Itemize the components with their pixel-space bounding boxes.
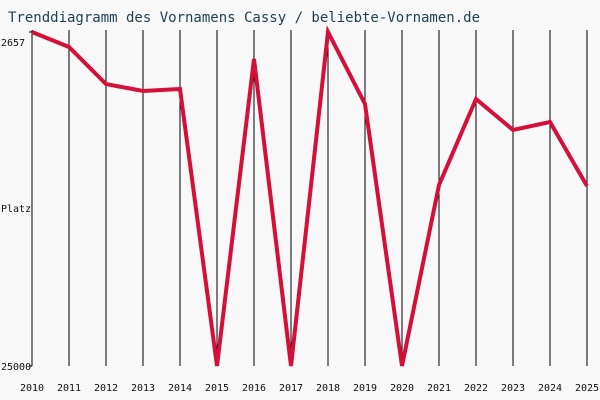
x-tick-label: 2017	[279, 383, 303, 394]
x-tick-label: 2016	[242, 383, 266, 394]
y-tick-label: 2657	[1, 38, 25, 49]
x-tick-label: 2020	[390, 383, 414, 394]
x-tick-label: 2023	[501, 383, 525, 394]
x-tick-label: 2014	[168, 383, 192, 394]
chart-title: Trenddiagramm des Vornamens Cassy / beli…	[8, 10, 480, 26]
x-tick-label: 2015	[205, 383, 229, 394]
x-tick-label: 2024	[538, 383, 562, 394]
x-tick-label: 2018	[316, 383, 340, 394]
y-axis-label: Platz	[1, 204, 31, 215]
x-tick-label: 2013	[131, 383, 155, 394]
y-tick-label: 25000	[1, 362, 31, 373]
x-tick-label: 2022	[464, 383, 488, 394]
x-tick-label: 2012	[94, 383, 118, 394]
x-tick-label: 2010	[20, 383, 44, 394]
x-tick-label: 2019	[353, 383, 377, 394]
x-tick-label: 2021	[427, 383, 451, 394]
data-line	[31, 25, 589, 367]
x-tick-label: 2011	[57, 383, 81, 394]
x-tick-label: 2025	[575, 383, 599, 394]
